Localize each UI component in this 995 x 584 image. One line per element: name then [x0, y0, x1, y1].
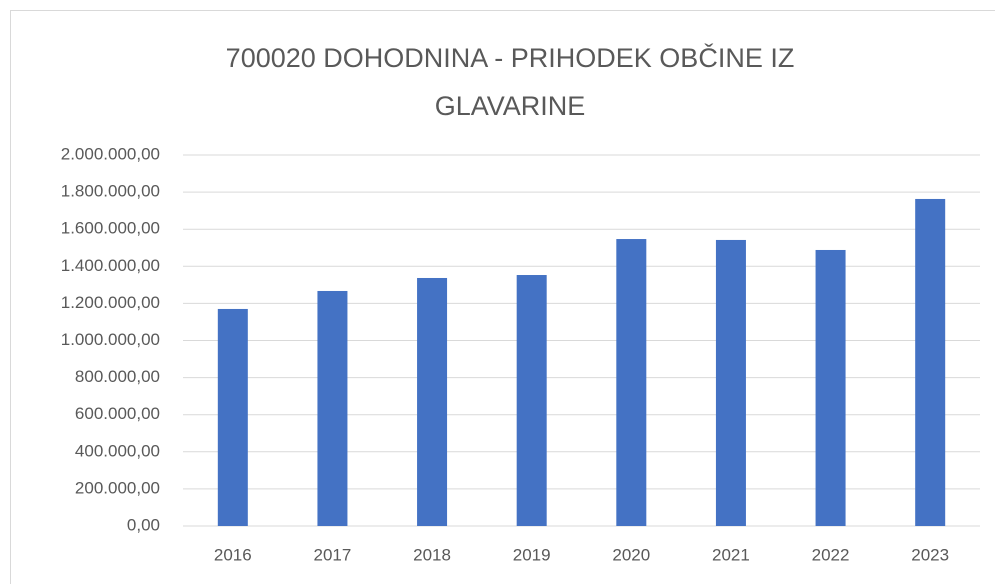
y-tick-label: 800.000,00 — [75, 367, 160, 386]
x-tick-label: 2023 — [911, 545, 949, 564]
chart-border — [10, 10, 995, 584]
x-tick-label: 2016 — [214, 545, 252, 564]
bar — [217, 308, 248, 526]
y-tick-label: 1.800.000,00 — [61, 182, 160, 201]
y-tick-label: 600.000,00 — [75, 404, 160, 423]
y-tick-label: 1.600.000,00 — [61, 219, 160, 238]
x-tick-label: 2019 — [513, 545, 551, 564]
y-tick-label: 1.000.000,00 — [61, 330, 160, 349]
x-tick-label: 2020 — [612, 545, 650, 564]
x-tick-label: 2017 — [314, 545, 352, 564]
y-tick-label: 0,00 — [127, 515, 160, 534]
bar — [516, 275, 547, 526]
bar — [417, 277, 448, 526]
y-tick-label: 2.000.000,00 — [61, 144, 160, 163]
y-tick-label: 400.000,00 — [75, 441, 160, 460]
bar — [616, 239, 647, 526]
y-tick-label: 1.200.000,00 — [61, 293, 160, 312]
y-tick-label: 200.000,00 — [75, 478, 160, 497]
x-tick-label: 2021 — [712, 545, 750, 564]
bar — [317, 290, 348, 526]
y-tick-label: 1.400.000,00 — [61, 256, 160, 275]
x-tick-label: 2018 — [413, 545, 451, 564]
bar — [815, 249, 846, 526]
bar — [915, 198, 946, 526]
chart-title: 700020 DOHODNINA - PRIHODEK OBČINE IZ GL… — [225, 43, 795, 121]
bar — [715, 239, 746, 527]
x-tick-label: 2022 — [812, 545, 850, 564]
